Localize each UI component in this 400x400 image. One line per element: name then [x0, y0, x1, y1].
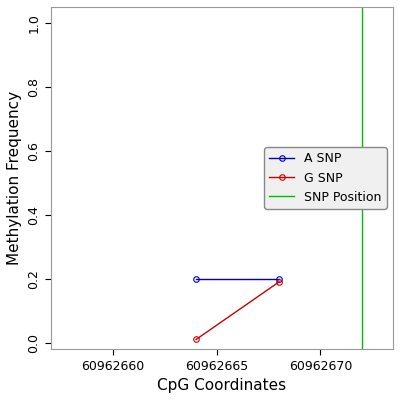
Line: G SNP: G SNP	[193, 279, 282, 342]
X-axis label: CpG Coordinates: CpG Coordinates	[158, 378, 286, 393]
A SNP	[194, 276, 198, 281]
G SNP	[277, 280, 282, 284]
Y-axis label: Methylation Frequency: Methylation Frequency	[7, 91, 22, 265]
Legend: A SNP, G SNP, SNP Position: A SNP, G SNP, SNP Position	[264, 147, 387, 209]
G SNP	[194, 337, 198, 342]
Line: A SNP: A SNP	[193, 276, 282, 282]
A SNP	[277, 276, 282, 281]
